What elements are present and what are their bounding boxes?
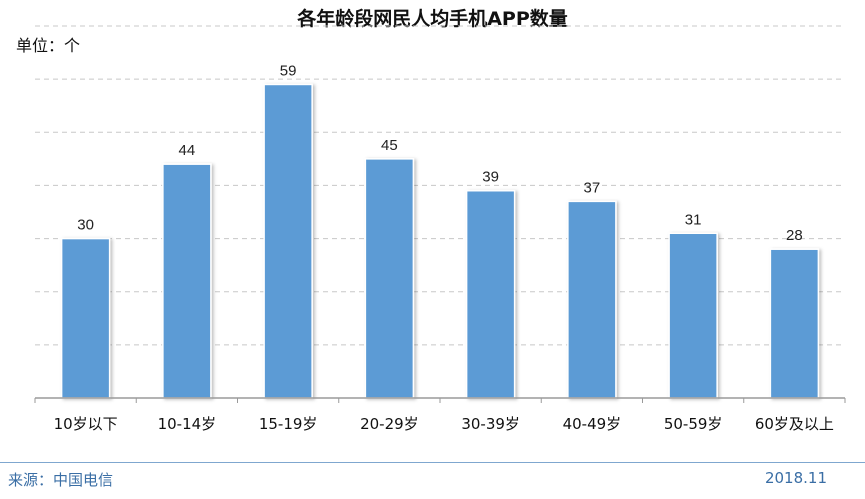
data-label-7: 28 xyxy=(786,227,803,244)
x-tick-label-4: 30-39岁 xyxy=(461,415,520,433)
data-label-2: 59 xyxy=(280,62,297,79)
x-tick-label-1: 10-14岁 xyxy=(158,415,217,433)
footer-divider xyxy=(0,462,865,463)
bar-chart: 30 44 59 45 39 37 31 28 10岁以下 10-14岁 15-19岁 20-29岁… xyxy=(34,25,846,433)
bars xyxy=(60,83,820,399)
bar-0 xyxy=(60,237,111,399)
chart-title: 各年龄段网民人均手机APP数量 xyxy=(297,8,568,30)
x-tick-label-6: 50-59岁 xyxy=(664,415,723,433)
x-tick-label-3: 20-29岁 xyxy=(360,415,419,433)
bar-1 xyxy=(162,163,212,399)
data-label-1: 44 xyxy=(179,142,196,159)
x-axis: 10岁以下 10-14岁 15-19岁 20-29岁 30-39岁 40-49岁 50-59… xyxy=(34,397,846,433)
date-stamp: 2018.11 xyxy=(764,469,827,487)
data-label-3: 45 xyxy=(381,137,398,154)
bar-6 xyxy=(668,232,718,399)
bar-3 xyxy=(364,158,415,399)
bar-5 xyxy=(567,200,617,399)
data-label-6: 31 xyxy=(685,211,702,228)
data-label-0: 30 xyxy=(77,217,94,234)
unit-label: 单位：个 xyxy=(16,36,81,55)
x-tick-label-7: 60岁及以上 xyxy=(755,415,834,433)
bar-2 xyxy=(263,83,313,399)
x-tick-label-5: 40-49岁 xyxy=(563,415,622,433)
bar-7 xyxy=(769,248,820,399)
data-label-4: 39 xyxy=(482,169,499,186)
data-label-5: 37 xyxy=(584,179,601,196)
x-tick-label-0: 10岁以下 xyxy=(54,415,118,433)
x-tick-label-2: 15-19岁 xyxy=(259,415,318,433)
grid-lines xyxy=(35,25,845,346)
source-note: 来源：中国电信 xyxy=(8,471,114,489)
data-labels: 30 44 59 45 39 37 31 28 xyxy=(77,62,802,244)
bar-4 xyxy=(465,189,516,399)
